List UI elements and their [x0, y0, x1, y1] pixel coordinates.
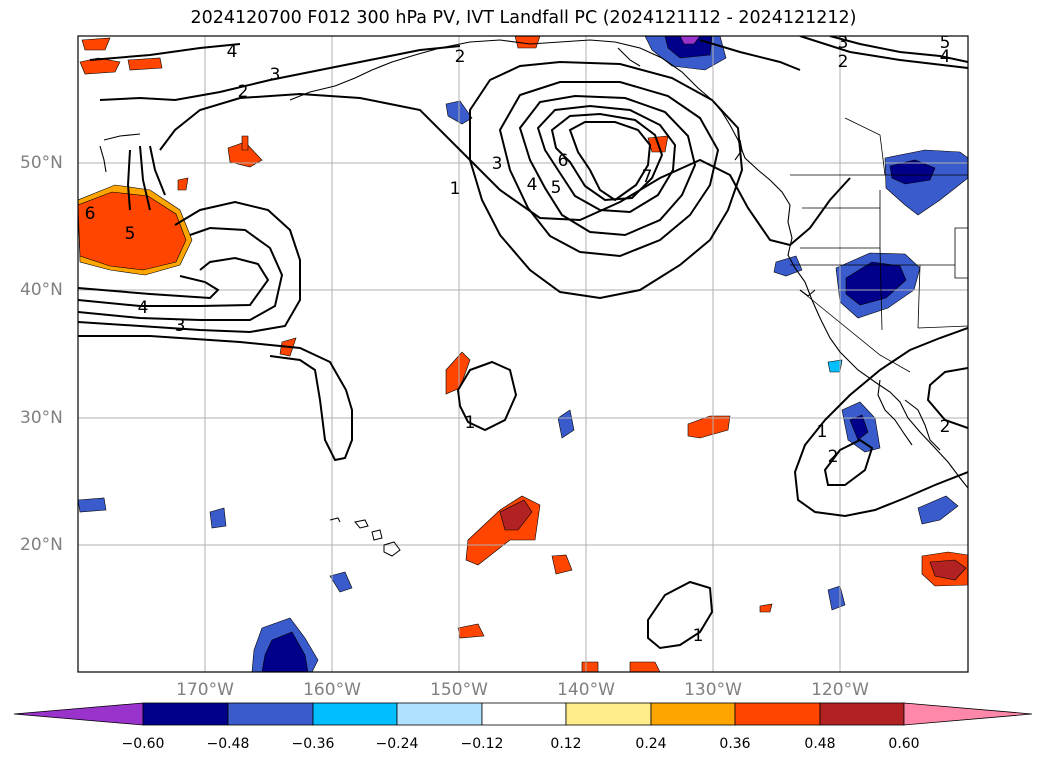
- colorbar-tick-8: 0.36: [719, 736, 751, 752]
- contour-label-2-ne: 2: [838, 52, 849, 72]
- contour-label-1-se: 1: [693, 626, 704, 646]
- contour-label-5-west: 5: [125, 224, 136, 244]
- colorbar-tick-7: 0.24: [635, 736, 667, 752]
- colorbar-bin-1: [142, 702, 229, 726]
- contour-label-2-mexico: 2: [940, 417, 951, 437]
- coastlines: [99, 39, 968, 489]
- contour-label-3-mid: 3: [492, 154, 503, 174]
- lon-label-150w: 150°W: [430, 680, 488, 700]
- map-background: [78, 36, 968, 672]
- lon-label-120w: 120°W: [811, 680, 869, 700]
- colorbar-bin-4: [396, 702, 483, 726]
- lon-label-130w: 130°W: [684, 680, 742, 700]
- contour-label-4-west: 4: [138, 298, 149, 318]
- colorbar-tick-4: −0.24: [375, 736, 419, 752]
- colorbar-bin-5: [481, 702, 567, 726]
- contour-label-2-nw: 2: [238, 82, 249, 102]
- colorbar-bin-3: [312, 702, 398, 726]
- lon-label-170w: 170°W: [176, 680, 234, 700]
- contour-label-7-mid: 7: [642, 167, 653, 187]
- colorbar-tick-1: −0.60: [121, 736, 165, 752]
- contour-label-3-ne: 3: [838, 33, 849, 53]
- hawaiian-islands: [329, 517, 401, 557]
- colorbar-bin-8: [734, 702, 821, 726]
- contour-label-4-mid: 4: [527, 175, 538, 195]
- colorbar-bin-7: [650, 702, 736, 726]
- colorbar-bin-9: [819, 702, 905, 726]
- contour-label-6-west: 6: [85, 204, 96, 224]
- colorbar-tick-5: −0.12: [460, 736, 504, 752]
- contour-label-2-baja: 2: [828, 447, 839, 467]
- colorbar-tick-2: −0.48: [206, 736, 250, 752]
- negative-patch-bc-coast: [644, 36, 727, 71]
- contour-label-2-north: 2: [455, 47, 466, 67]
- contour-label-3-nw: 3: [270, 65, 281, 85]
- colorbar-tick-9: 0.48: [804, 736, 836, 752]
- pv-contours: [78, 36, 968, 650]
- lat-label-20n: 20°N: [20, 535, 63, 555]
- lat-label-50n: 50°N: [20, 153, 63, 173]
- negative-patch-baja: [841, 401, 881, 453]
- negative-patch-nevada: [835, 252, 921, 319]
- negative-patch-hawaii-south: [251, 617, 319, 672]
- graticule: [78, 36, 968, 672]
- contour-label-6-mid: 6: [558, 151, 569, 171]
- lon-label-160w: 160°W: [303, 680, 361, 700]
- negative-patch-montana: [884, 149, 968, 216]
- contour-label-1-baja: 1: [817, 422, 828, 442]
- colorbar-bin-2: [227, 702, 314, 726]
- contour-label-4-ne: 4: [940, 47, 951, 67]
- colorbar-bin-6: [565, 702, 652, 726]
- colorbar-extend-high: [903, 702, 1033, 726]
- contour-labels: 4 3 2 2 1 3 4 5 6 7 6 5 4 3 1 1 1 2 2 3 …: [85, 33, 951, 646]
- colorbar-tick-6: 0.12: [550, 736, 582, 752]
- contour-label-5-ne: 5: [940, 33, 951, 53]
- contour-label-4-nw: 4: [227, 42, 238, 62]
- colorbar-tick-10: 0.60: [888, 736, 920, 752]
- map-frame: [77, 35, 969, 673]
- positive-patch-west-coast-large: [78, 184, 193, 276]
- state-borders: [790, 117, 968, 373]
- contour-label-5-mid: 5: [551, 178, 562, 198]
- contour-label-3-west: 3: [175, 316, 186, 336]
- colorbar: [13, 702, 1033, 726]
- colorbar-extend-low: [13, 702, 144, 726]
- colorbar-tick-3: −0.36: [291, 736, 335, 752]
- lat-label-30n: 30°N: [20, 408, 63, 428]
- lat-label-40n: 40°N: [20, 280, 63, 300]
- lon-label-140w: 140°W: [557, 680, 615, 700]
- pc-shading: [78, 36, 968, 672]
- contour-label-1-mid: 1: [450, 179, 461, 199]
- contour-label-1-south: 1: [465, 413, 476, 433]
- figure-title: 2024120700 F012 300 hPa PV, IVT Landfall…: [190, 8, 857, 28]
